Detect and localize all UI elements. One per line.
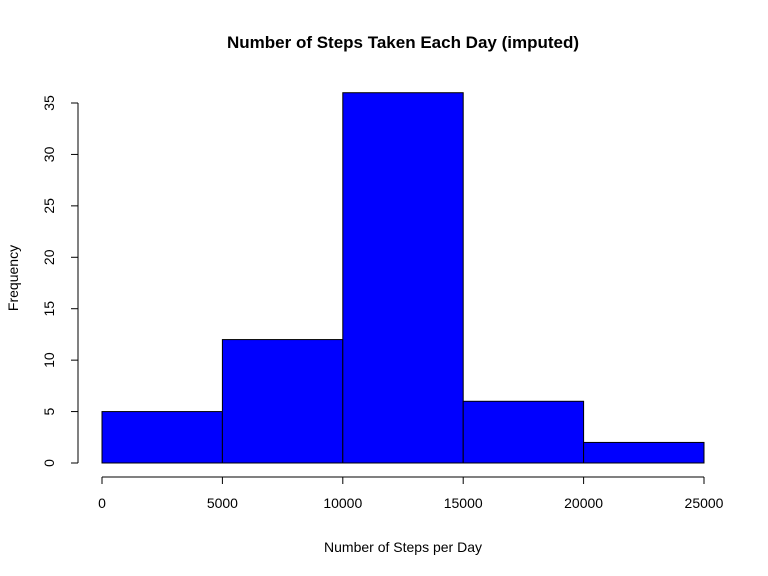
x-tick-label-2: 10000 bbox=[323, 495, 362, 511]
bars-group bbox=[101, 92, 705, 464]
x-tick-label-0: 0 bbox=[98, 495, 106, 511]
y-tick-label-4: 20 bbox=[41, 249, 57, 265]
x-tick-label-1: 5000 bbox=[207, 495, 238, 511]
y-tick-label-2: 10 bbox=[41, 352, 57, 368]
y-tick-label-5: 25 bbox=[41, 198, 57, 214]
y-tick-label-0: 0 bbox=[41, 459, 57, 467]
x-tick-label-3: 15000 bbox=[444, 495, 483, 511]
chart-title: Number of Steps Taken Each Day (imputed) bbox=[227, 33, 579, 52]
y-tick-label-7: 35 bbox=[41, 95, 57, 111]
x-tick-label-4: 20000 bbox=[564, 495, 603, 511]
y-tick-label-6: 30 bbox=[41, 146, 57, 162]
y-tick-label-1: 5 bbox=[41, 407, 57, 415]
histogram-bar-2 bbox=[342, 92, 464, 464]
y-axis: 0 5 10 15 20 25 30 35 bbox=[41, 95, 79, 467]
x-axis-title: Number of Steps per Day bbox=[324, 539, 482, 555]
y-axis-title: Frequency bbox=[5, 245, 21, 311]
x-tick-label-5: 25000 bbox=[685, 495, 724, 511]
y-tick-label-3: 15 bbox=[41, 301, 57, 317]
histogram-bar-3 bbox=[462, 400, 585, 464]
x-axis: 0 5000 10000 15000 20000 25000 bbox=[98, 476, 724, 511]
histogram-bar-0 bbox=[101, 411, 223, 464]
histogram-bar-1 bbox=[221, 339, 344, 464]
histogram-bar-4 bbox=[583, 441, 705, 464]
